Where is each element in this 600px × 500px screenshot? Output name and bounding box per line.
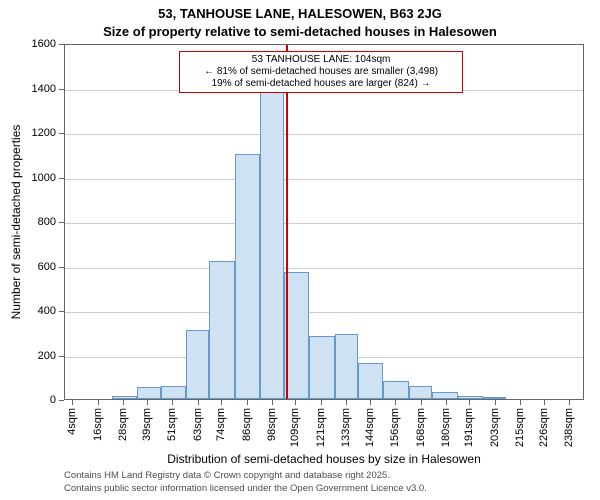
x-tick-mark: [569, 400, 570, 405]
x-tick-mark: [198, 400, 199, 405]
x-tick-mark: [395, 400, 396, 405]
reference-line: [286, 45, 288, 399]
x-tick-mark: [98, 400, 99, 405]
histogram-bar: [409, 386, 432, 399]
grid-line: [65, 223, 583, 224]
y-tick-mark: [59, 356, 64, 357]
chart-title-line2: Size of property relative to semi-detach…: [0, 24, 600, 39]
histogram-bar: [235, 154, 260, 399]
histogram-bar: [209, 261, 234, 399]
histogram-bar: [260, 74, 283, 399]
y-tick-mark: [59, 89, 64, 90]
x-tick-mark: [321, 400, 322, 405]
y-tick-label: 1600: [16, 38, 56, 50]
footer-copyright-1: Contains HM Land Registry data © Crown c…: [64, 470, 390, 481]
x-tick-mark: [346, 400, 347, 405]
x-tick-mark: [147, 400, 148, 405]
y-tick-label: 1400: [16, 83, 56, 95]
histogram-chart: 53, TANHOUSE LANE, HALESOWEN, B63 2JG Si…: [0, 0, 600, 500]
annotation-box: 53 TANHOUSE LANE: 104sqm← 81% of semi-de…: [179, 51, 462, 93]
y-tick-mark: [59, 133, 64, 134]
histogram-bar: [458, 396, 483, 399]
x-tick-label: 39sqm: [141, 408, 153, 452]
x-axis-label: Distribution of semi-detached houses by …: [167, 452, 481, 466]
x-tick-mark: [123, 400, 124, 405]
x-tick-mark: [495, 400, 496, 405]
annotation-line: 53 TANHOUSE LANE: 104sqm: [184, 54, 457, 66]
x-tick-label: 168sqm: [415, 408, 427, 452]
x-tick-label: 4sqm: [66, 408, 78, 452]
x-tick-label: 109sqm: [289, 408, 301, 452]
x-tick-label: 133sqm: [340, 408, 352, 452]
histogram-bar: [186, 330, 209, 399]
chart-title-line1: 53, TANHOUSE LANE, HALESOWEN, B63 2JG: [0, 6, 600, 21]
x-tick-mark: [520, 400, 521, 405]
y-tick-label: 1000: [16, 172, 56, 184]
x-tick-label: 156sqm: [389, 408, 401, 452]
x-tick-mark: [469, 400, 470, 405]
histogram-bar: [335, 334, 358, 399]
histogram-bar: [112, 396, 137, 399]
x-tick-label: 226sqm: [538, 408, 550, 452]
x-tick-label: 215sqm: [514, 408, 526, 452]
histogram-bar: [432, 392, 457, 399]
x-tick-label: 144sqm: [364, 408, 376, 452]
x-tick-label: 121sqm: [315, 408, 327, 452]
x-tick-label: 51sqm: [166, 408, 178, 452]
grid-line: [65, 312, 583, 313]
x-tick-mark: [221, 400, 222, 405]
x-tick-mark: [172, 400, 173, 405]
x-tick-mark: [247, 400, 248, 405]
x-tick-mark: [370, 400, 371, 405]
x-tick-mark: [295, 400, 296, 405]
y-tick-mark: [59, 311, 64, 312]
x-tick-mark: [544, 400, 545, 405]
x-tick-mark: [421, 400, 422, 405]
x-tick-label: 203sqm: [489, 408, 501, 452]
y-tick-label: 600: [16, 261, 56, 273]
y-tick-mark: [59, 267, 64, 268]
x-tick-label: 238sqm: [563, 408, 575, 452]
y-tick-mark: [59, 178, 64, 179]
histogram-bar: [161, 386, 186, 399]
y-tick-label: 0: [16, 394, 56, 406]
histogram-bar: [137, 387, 160, 399]
x-tick-label: 98sqm: [266, 408, 278, 452]
y-tick-label: 800: [16, 216, 56, 228]
footer-copyright-2: Contains public sector information licen…: [64, 483, 427, 494]
x-tick-mark: [272, 400, 273, 405]
y-tick-mark: [59, 44, 64, 45]
x-tick-mark: [446, 400, 447, 405]
histogram-bar: [358, 363, 383, 399]
y-tick-label: 1200: [16, 127, 56, 139]
grid-line: [65, 268, 583, 269]
x-tick-label: 28sqm: [117, 408, 129, 452]
y-tick-label: 200: [16, 350, 56, 362]
annotation-line: 19% of semi-detached houses are larger (…: [184, 78, 457, 90]
histogram-bar: [483, 397, 506, 399]
x-tick-label: 191sqm: [463, 408, 475, 452]
histogram-bar: [383, 381, 408, 399]
grid-line: [65, 179, 583, 180]
x-tick-label: 63sqm: [192, 408, 204, 452]
x-tick-label: 74sqm: [215, 408, 227, 452]
x-tick-label: 180sqm: [440, 408, 452, 452]
x-tick-mark: [72, 400, 73, 405]
annotation-line: ← 81% of semi-detached houses are smalle…: [184, 66, 457, 78]
y-tick-mark: [59, 400, 64, 401]
y-tick-mark: [59, 222, 64, 223]
plot-area: 53 TANHOUSE LANE: 104sqm← 81% of semi-de…: [64, 44, 584, 400]
y-tick-label: 400: [16, 305, 56, 317]
histogram-bar: [309, 336, 334, 399]
x-tick-label: 16sqm: [92, 408, 104, 452]
x-tick-label: 86sqm: [241, 408, 253, 452]
grid-line: [65, 134, 583, 135]
